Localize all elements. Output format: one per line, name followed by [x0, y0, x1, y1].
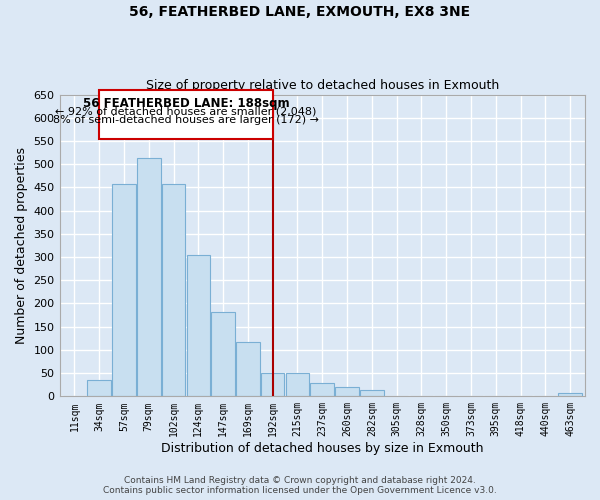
- Text: 8% of semi-detached houses are larger (172) →: 8% of semi-detached houses are larger (1…: [53, 114, 319, 124]
- Bar: [559, 392, 582, 396]
- Bar: [286, 373, 309, 396]
- Text: 56 FEATHERBED LANE: 188sqm: 56 FEATHERBED LANE: 188sqm: [83, 97, 289, 110]
- Bar: [112, 184, 136, 396]
- Bar: [335, 386, 359, 396]
- Bar: [187, 254, 210, 396]
- Bar: [211, 312, 235, 396]
- Bar: [88, 380, 111, 396]
- X-axis label: Distribution of detached houses by size in Exmouth: Distribution of detached houses by size …: [161, 442, 484, 455]
- Bar: [310, 383, 334, 396]
- Text: Contains HM Land Registry data © Crown copyright and database right 2024.
Contai: Contains HM Land Registry data © Crown c…: [103, 476, 497, 495]
- Bar: [162, 184, 185, 396]
- Bar: [137, 158, 161, 396]
- Bar: [360, 390, 383, 396]
- Text: 56, FEATHERBED LANE, EXMOUTH, EX8 3NE: 56, FEATHERBED LANE, EXMOUTH, EX8 3NE: [130, 5, 470, 19]
- Bar: [261, 373, 284, 396]
- Text: ← 92% of detached houses are smaller (2,048): ← 92% of detached houses are smaller (2,…: [55, 106, 317, 116]
- Bar: [236, 342, 260, 396]
- FancyBboxPatch shape: [99, 90, 272, 138]
- Y-axis label: Number of detached properties: Number of detached properties: [15, 147, 28, 344]
- Title: Size of property relative to detached houses in Exmouth: Size of property relative to detached ho…: [146, 79, 499, 92]
